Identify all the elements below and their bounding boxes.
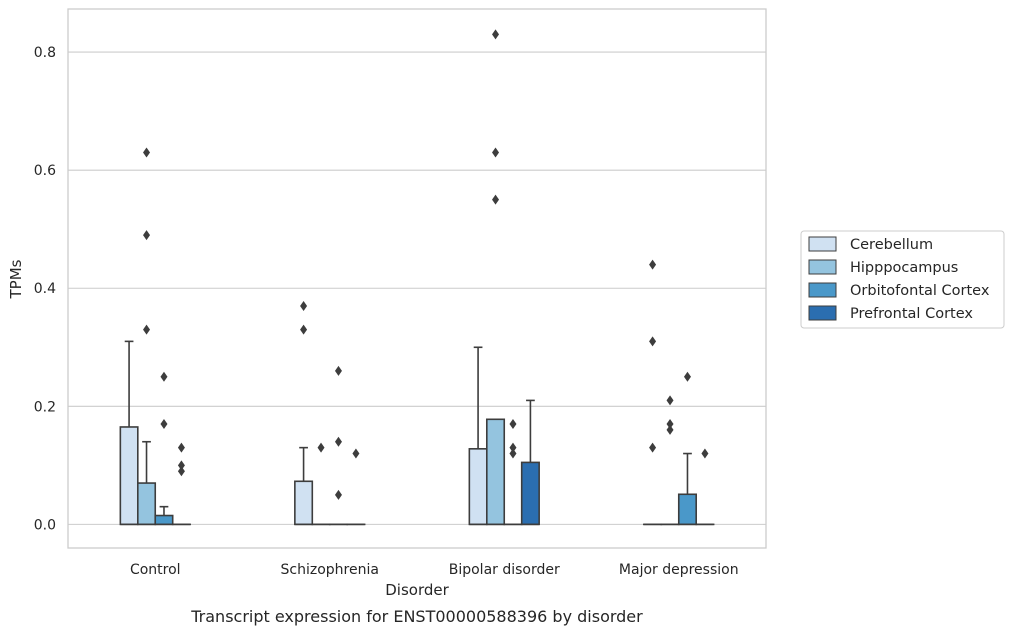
y-axis-ticks: 0.0 0.2 0.4 0.6 0.8: [34, 45, 56, 533]
box-group: [468, 346, 488, 526]
outlier-point: [177, 442, 185, 453]
box-group: [294, 300, 314, 526]
box: [137, 482, 157, 526]
outlier-point: [666, 395, 674, 406]
outlier-point: [666, 424, 674, 435]
legend-label: Hipppocampus: [850, 260, 958, 276]
box-group: [485, 29, 506, 526]
outlier-point: [509, 448, 517, 459]
y-tick-label: 0.0: [34, 517, 56, 533]
box-group: [154, 371, 174, 526]
box-group: [503, 419, 523, 526]
box-group: [328, 365, 349, 526]
outlier-point: [666, 419, 674, 430]
outlier-point: [160, 419, 168, 430]
legend-label: Prefrontal Cortex: [850, 306, 973, 322]
box-group: [643, 259, 663, 526]
box-group: [137, 147, 157, 526]
outlier-point: [160, 371, 168, 382]
legend-item: Hipppocampus: [808, 259, 958, 276]
box: [294, 480, 314, 526]
box: [677, 493, 698, 526]
outlier-point: [649, 336, 657, 347]
legend-item: Prefrontal Cortex: [808, 305, 973, 322]
box-group: [520, 399, 540, 526]
outlier-point: [492, 29, 500, 40]
outlier-point: [143, 230, 151, 241]
box-group: [695, 448, 715, 526]
box-group: [311, 442, 331, 526]
outlier-point: [683, 371, 691, 382]
y-tick-label: 0.4: [34, 281, 56, 297]
outlier-point: [649, 259, 657, 270]
y-tick-label: 0.6: [34, 163, 56, 179]
outlier-point: [701, 448, 709, 459]
x-axis-ticks: Control Schizophrenia Bipolar disorder Majo…: [130, 562, 739, 578]
legend-swatch: [808, 305, 837, 321]
outlier-point: [177, 466, 185, 477]
box: [520, 461, 540, 526]
legend-item: Cerebellum: [808, 236, 933, 253]
outlier-point: [492, 194, 500, 205]
y-tick-label: 0.8: [34, 45, 56, 61]
box-group: [660, 395, 680, 526]
outlier-point: [649, 442, 657, 453]
legend-label: Cerebellum: [850, 237, 933, 253]
outlier-point: [300, 324, 308, 335]
outlier-point: [334, 489, 342, 500]
outlier-point: [509, 442, 517, 453]
x-axis-title: Disorder: [385, 581, 449, 599]
legend: Cerebellum Hipppocampus Orbitofontal Corte…: [800, 230, 1005, 329]
outlier-point: [334, 436, 342, 447]
plot-frame: [67, 8, 767, 549]
box-group: [346, 448, 366, 526]
chart-caption: Transcript expression for ENST0000058839…: [190, 607, 643, 626]
outlier-point: [177, 460, 185, 471]
x-tick-label: Bipolar disorder: [449, 562, 560, 578]
legend-label: Orbitofontal Cortex: [850, 283, 990, 299]
box-plot-series: [119, 29, 715, 526]
outlier-point: [509, 419, 517, 430]
x-tick-label: Major depression: [619, 562, 739, 578]
x-tick-label: Control: [130, 562, 181, 578]
y-tick-label: 0.2: [34, 399, 56, 415]
outlier-point: [300, 300, 308, 311]
legend-swatch: [808, 236, 837, 252]
box: [468, 448, 488, 526]
grid-lines: [68, 51, 766, 525]
box: [154, 514, 174, 526]
box-group: [171, 442, 191, 526]
legend-swatch: [808, 282, 837, 298]
outlier-point: [334, 365, 342, 376]
outlier-point: [317, 442, 325, 453]
legend-swatch: [808, 259, 837, 275]
legend-item: Orbitofontal Cortex: [808, 282, 990, 299]
box-group: [677, 371, 698, 526]
outlier-point: [492, 147, 500, 158]
legend-frame: [800, 230, 1005, 329]
outlier-point: [352, 448, 360, 459]
y-axis-title: TPMs: [7, 259, 25, 299]
x-tick-label: Schizophrenia: [281, 562, 379, 578]
box: [119, 426, 139, 526]
outlier-point: [143, 324, 151, 335]
outlier-point: [143, 147, 151, 158]
box: [485, 418, 506, 526]
box-group: [119, 340, 139, 526]
